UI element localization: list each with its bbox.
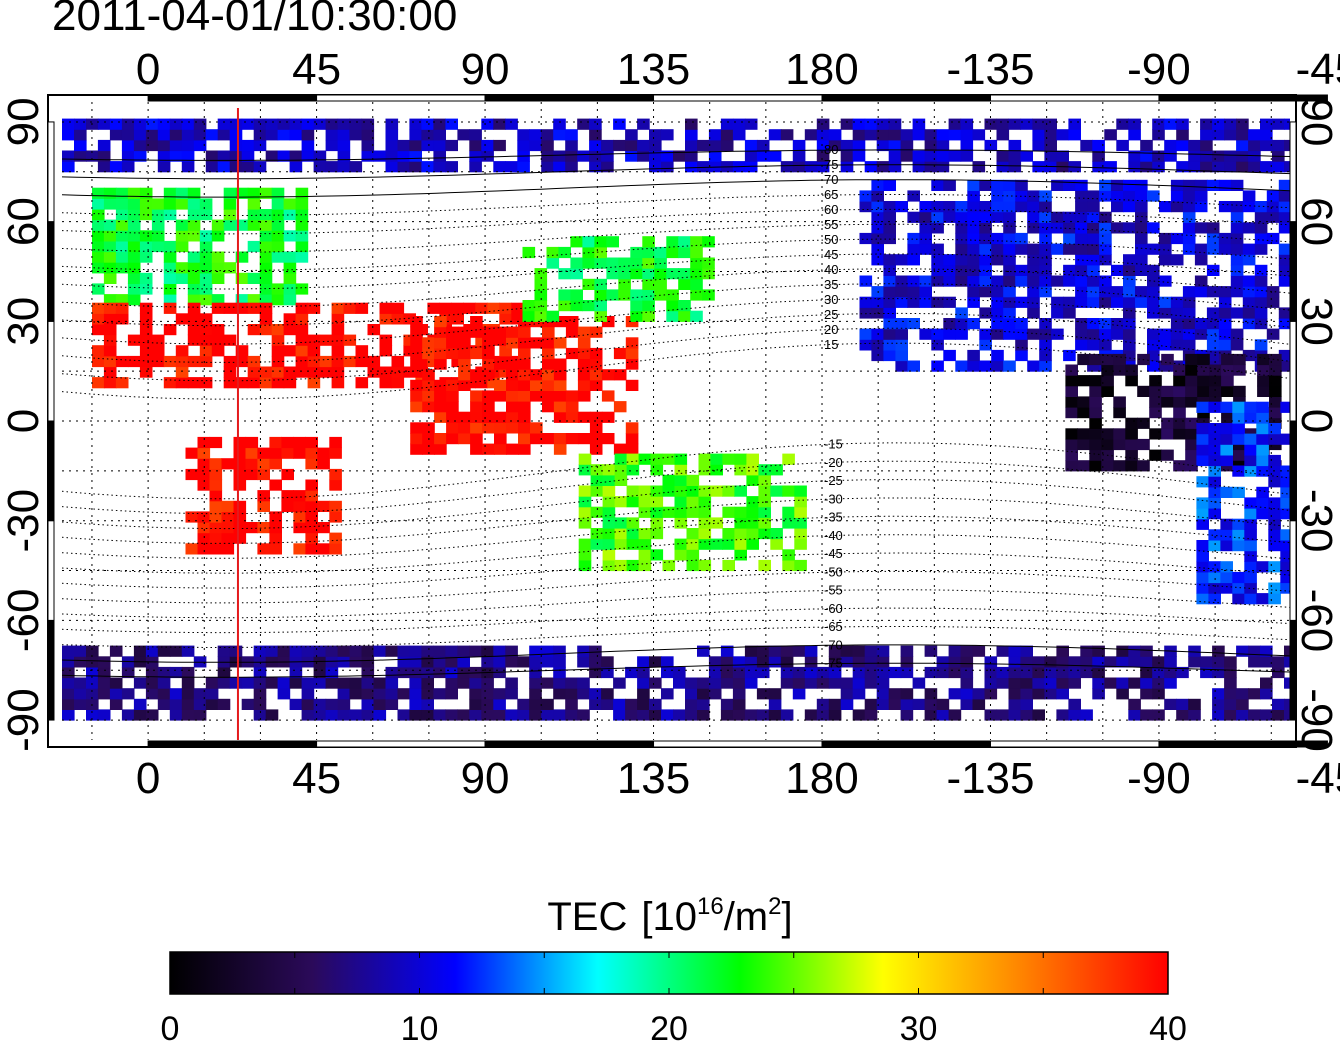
contour-label: -15 — [824, 437, 843, 452]
contour-label: -75 — [824, 656, 843, 671]
contour-label: 80 — [824, 142, 838, 157]
contour-label: -70 — [824, 637, 843, 652]
bottom-lon-tick-label: 45 — [292, 754, 341, 803]
tec-region — [92, 187, 309, 306]
contour-label: -40 — [824, 528, 843, 543]
tec-region — [62, 645, 1290, 721]
contour-label: -25 — [824, 473, 843, 488]
right-lat-tick-label: -90 — [1292, 688, 1340, 752]
bottom-lon-tick-label: -90 — [1127, 754, 1191, 803]
top-lon-tick-label: 0 — [136, 45, 160, 94]
colorbar — [169, 951, 1169, 995]
colorbar-tick-label: 40 — [1149, 1010, 1187, 1042]
contour-label: 35 — [824, 277, 838, 292]
contour-label: 15 — [824, 337, 838, 352]
right-lat-tick-label: -30 — [1292, 489, 1340, 553]
contour-label: 25 — [824, 307, 838, 322]
contour-label: -30 — [824, 491, 843, 506]
tec-region — [1196, 401, 1290, 605]
magnetic-latitude-contours — [62, 149, 1290, 678]
contour-label: -20 — [824, 455, 843, 470]
top-lon-tick-label: -135 — [946, 45, 1034, 94]
bottom-lon-tick-label: -135 — [946, 754, 1034, 803]
contour-label: 60 — [824, 202, 838, 217]
contour-label: 20 — [824, 322, 838, 337]
colorbar-title: TEC [1016/m2] — [547, 893, 792, 939]
colorbar-tick-label: 20 — [650, 1010, 688, 1042]
right-lat-tick-label: 0 — [1292, 409, 1340, 433]
right-lat-tick-label: 90 — [1292, 97, 1340, 146]
map-grid — [62, 102, 1290, 740]
contour-label: -65 — [824, 619, 843, 634]
contour-label: 30 — [824, 292, 838, 307]
contour-label: 50 — [824, 232, 838, 247]
right-lat-tick-label: 30 — [1292, 297, 1340, 346]
tec-region — [92, 302, 524, 389]
bottom-lon-tick-label: 90 — [461, 754, 510, 803]
colorbar-ticks: 0 10 20 30 40 — [161, 952, 1187, 1042]
left-lat-tick-label: 90 — [0, 97, 48, 146]
right-latitude-ticks: 90 60 30 0 -30 -60 -90 — [1292, 97, 1340, 751]
left-lat-tick-label: 0 — [0, 409, 48, 433]
bottom-longitude-ticks: 0 45 90 135 180 -135 -90 -45 — [136, 754, 1340, 803]
colorbar-tick-label: 0 — [161, 1010, 180, 1042]
contour-label: -50 — [824, 564, 843, 579]
contour-label: 55 — [824, 217, 838, 232]
bottom-lon-tick-label: 135 — [617, 754, 690, 803]
contour-label: 45 — [824, 247, 838, 262]
tec-region — [62, 118, 1290, 173]
tec-region — [578, 453, 807, 572]
tec-region — [522, 236, 715, 322]
contour-label: -60 — [824, 601, 843, 616]
bottom-lon-tick-label: 0 — [136, 754, 160, 803]
left-lat-tick-label: -30 — [0, 489, 48, 553]
contour-label: -45 — [824, 546, 843, 561]
colorbar-tick-label: 30 — [900, 1010, 938, 1042]
top-lon-tick-label: -90 — [1127, 45, 1191, 94]
colorbar-tick-label: 10 — [401, 1010, 439, 1042]
left-latitude-ticks: 90 60 30 0 -30 -60 -90 — [0, 97, 48, 751]
top-lon-tick-label: 135 — [617, 45, 690, 94]
right-lat-tick-label: -60 — [1292, 589, 1340, 653]
tec-region — [859, 179, 1290, 372]
contour-label: 75 — [824, 157, 838, 172]
bottom-lon-tick-label: 180 — [785, 754, 858, 803]
tec-region — [185, 436, 342, 555]
left-lat-tick-label: 30 — [0, 297, 48, 346]
timestamp-title: 2011-04-01/10:30:00 — [52, 0, 458, 40]
top-lon-tick-label: 180 — [785, 45, 858, 94]
top-longitude-ticks: 0 45 90 135 180 -135 -90 -45 — [136, 45, 1340, 94]
top-lon-tick-label: -45 — [1296, 45, 1340, 94]
top-lon-tick-label: 90 — [461, 45, 510, 94]
left-lat-tick-label: 60 — [0, 197, 48, 246]
top-lon-tick-label: 45 — [292, 45, 341, 94]
axis-bars — [47, 94, 1328, 748]
contour-label: 70 — [824, 172, 838, 187]
right-lat-tick-label: 60 — [1292, 197, 1340, 246]
contour-label: 40 — [824, 262, 838, 277]
left-lat-tick-label: -90 — [0, 688, 48, 752]
contour-label: 65 — [824, 187, 838, 202]
bottom-lon-tick-label: -45 — [1296, 754, 1340, 803]
left-lat-tick-label: -60 — [0, 589, 48, 653]
contour-label: -35 — [824, 510, 843, 525]
contour-label: -55 — [824, 583, 843, 598]
